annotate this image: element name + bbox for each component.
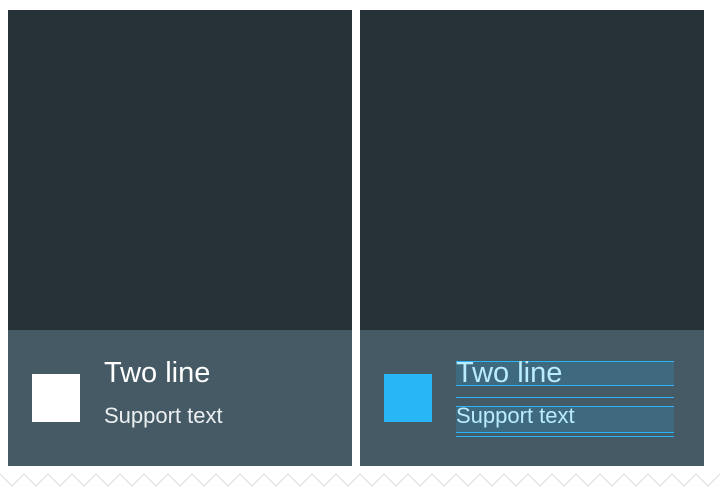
square-avatar bbox=[32, 374, 80, 422]
guide-line bbox=[456, 436, 674, 437]
left-card: Two line Support text bbox=[8, 10, 352, 466]
card-support-text: Support text bbox=[104, 403, 223, 428]
right-card: Two line Support text bbox=[360, 10, 704, 466]
guide-line bbox=[456, 397, 674, 398]
card-image-area bbox=[360, 10, 704, 330]
card-footer: Two line Support text bbox=[360, 330, 704, 466]
card-title: Two line bbox=[104, 357, 211, 389]
card-title: Two line bbox=[456, 357, 563, 389]
card-support-text: Support text bbox=[456, 403, 575, 428]
title-guide-box bbox=[456, 361, 674, 386]
card-image-area bbox=[8, 10, 352, 330]
square-avatar-highlight bbox=[384, 374, 432, 422]
support-guide-box bbox=[456, 406, 674, 433]
card-footer: Two line Support text bbox=[8, 330, 352, 466]
zigzag-divider bbox=[0, 473, 720, 487]
